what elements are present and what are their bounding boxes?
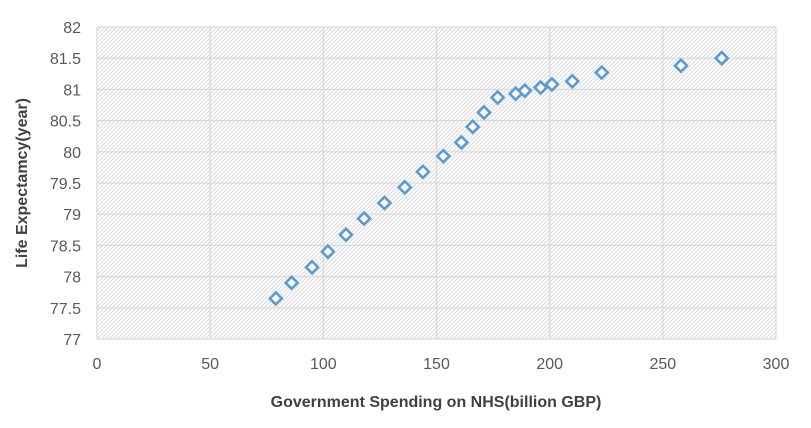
x-tick-label: 300: [763, 356, 790, 373]
data-point: [320, 243, 336, 260]
data-point: [489, 89, 506, 106]
x-axis-ticks: 0 50 100 150 200 250 300: [93, 356, 790, 373]
x-tick-label: 100: [310, 356, 337, 373]
y-tick-label: 81: [63, 82, 81, 99]
y-axis-ticks: 77 77.5 78 78.5 79 79.5 80 80.5 81 81.5 82: [50, 20, 81, 349]
data-point: [356, 210, 372, 227]
data-point: [673, 57, 689, 74]
data-point: [532, 79, 549, 96]
data-points: [267, 50, 730, 307]
y-tick-label: 79: [63, 207, 81, 224]
y-tick-label: 78.5: [50, 238, 81, 255]
x-axis-title: Government Spending on NHS(billion GBP): [271, 394, 602, 411]
data-point: [464, 119, 481, 135]
data-point: [435, 148, 452, 165]
x-tick-label: 0: [93, 356, 102, 373]
data-point: [304, 259, 320, 276]
y-axis-title: Life Expectamcy(year): [14, 98, 31, 268]
y-tick-label: 80: [63, 145, 81, 162]
gridlines: [96, 26, 777, 340]
data-point: [283, 275, 300, 291]
x-tick-label: 150: [423, 356, 450, 373]
y-tick-label: 80.5: [50, 114, 81, 131]
x-tick-label: 200: [536, 356, 563, 373]
data-point: [453, 134, 470, 151]
y-tick-label: 77.5: [50, 301, 81, 318]
x-tick-label: 50: [201, 356, 219, 373]
data-point: [396, 179, 413, 196]
data-point: [713, 50, 730, 67]
y-tick-label: 82: [63, 20, 81, 37]
data-point: [593, 64, 610, 81]
y-tick-label: 81.5: [50, 51, 81, 68]
y-tick-label: 79.5: [50, 176, 81, 193]
data-point: [476, 104, 492, 121]
data-point: [376, 195, 393, 211]
data-point: [564, 73, 581, 90]
y-tick-label: 77: [63, 332, 81, 349]
data-point: [338, 226, 354, 243]
data-point: [267, 290, 284, 307]
x-tick-label: 250: [649, 356, 676, 373]
data-point: [415, 163, 431, 180]
y-tick-label: 78: [63, 270, 81, 287]
data-point: [544, 76, 560, 93]
data-point: [516, 82, 533, 99]
